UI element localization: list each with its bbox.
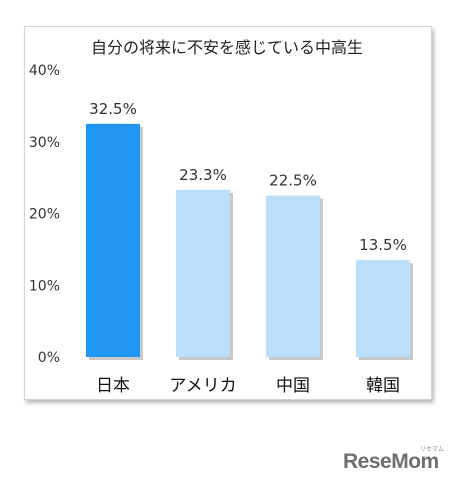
y-tick-label: 30% [29, 135, 60, 151]
data-label: 22.5% [269, 172, 317, 190]
bar [86, 123, 140, 357]
category-label: 日本 [96, 376, 130, 396]
chart-title: 自分の将来に不安を感じている中高生 [90, 38, 363, 57]
category-label: 中国 [276, 376, 310, 396]
brand-logo: ReseMom [343, 450, 439, 473]
data-label: 23.3% [179, 166, 227, 184]
bar [266, 195, 320, 357]
y-tick-label: 10% [29, 278, 60, 294]
bar [356, 260, 410, 357]
y-tick-label: 0% [38, 350, 60, 366]
bar [176, 189, 230, 357]
category-label: アメリカ [169, 376, 236, 396]
brand-kana: リセマム [420, 446, 445, 453]
y-tick-label: 20% [29, 207, 60, 223]
category-label: 韓国 [366, 376, 400, 396]
y-tick-label: 40% [29, 63, 60, 79]
data-label: 32.5% [89, 100, 137, 118]
data-label: 13.5% [359, 236, 407, 254]
